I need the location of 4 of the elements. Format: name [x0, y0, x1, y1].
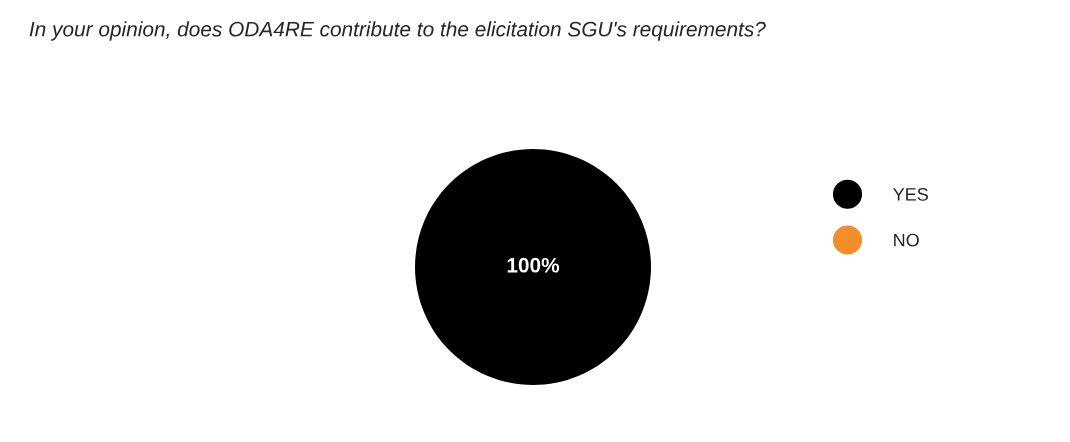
legend-label: NO: [894, 233, 919, 247]
legend-label: YES: [893, 187, 928, 201]
chart-title: In your opinion, does ODA4RE contribute to the elicitation SGU's requirements?: [29, 21, 766, 41]
data-label: 100%: [507, 257, 560, 273]
